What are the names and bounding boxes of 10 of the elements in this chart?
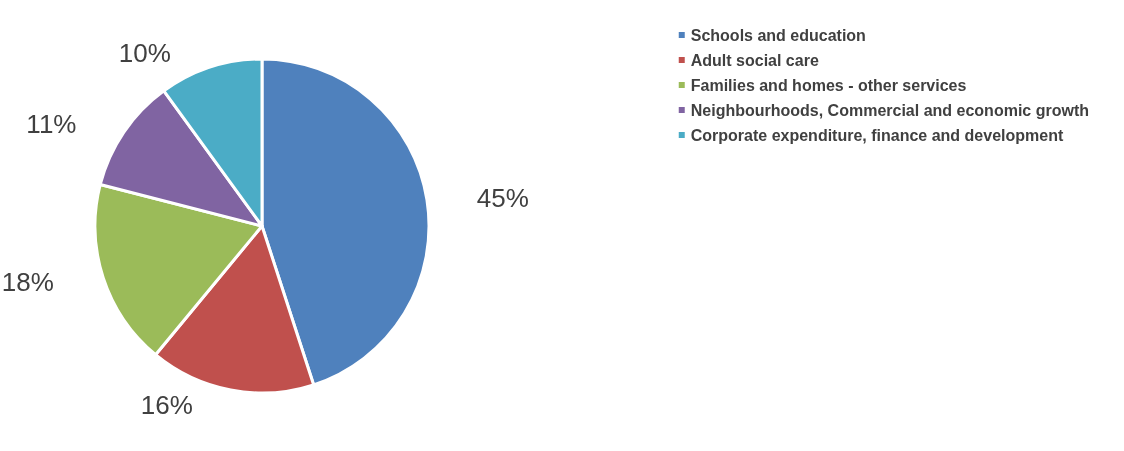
legend-label: Corporate expenditure, finance and development	[690, 126, 1064, 144]
legend-label: Families and homes - other services	[690, 76, 967, 94]
legend-label: Neighbourhoods, Commercial and economic growth	[690, 101, 1090, 119]
data-label: 45%	[476, 182, 529, 213]
data-label: 11%	[26, 108, 77, 139]
legend-label: Adult social care	[690, 51, 819, 69]
data-label: 18%	[1, 267, 54, 298]
data-label: 10%	[118, 37, 171, 68]
legend-label: Schools and education	[690, 26, 866, 44]
data-label: 16%	[140, 389, 193, 420]
